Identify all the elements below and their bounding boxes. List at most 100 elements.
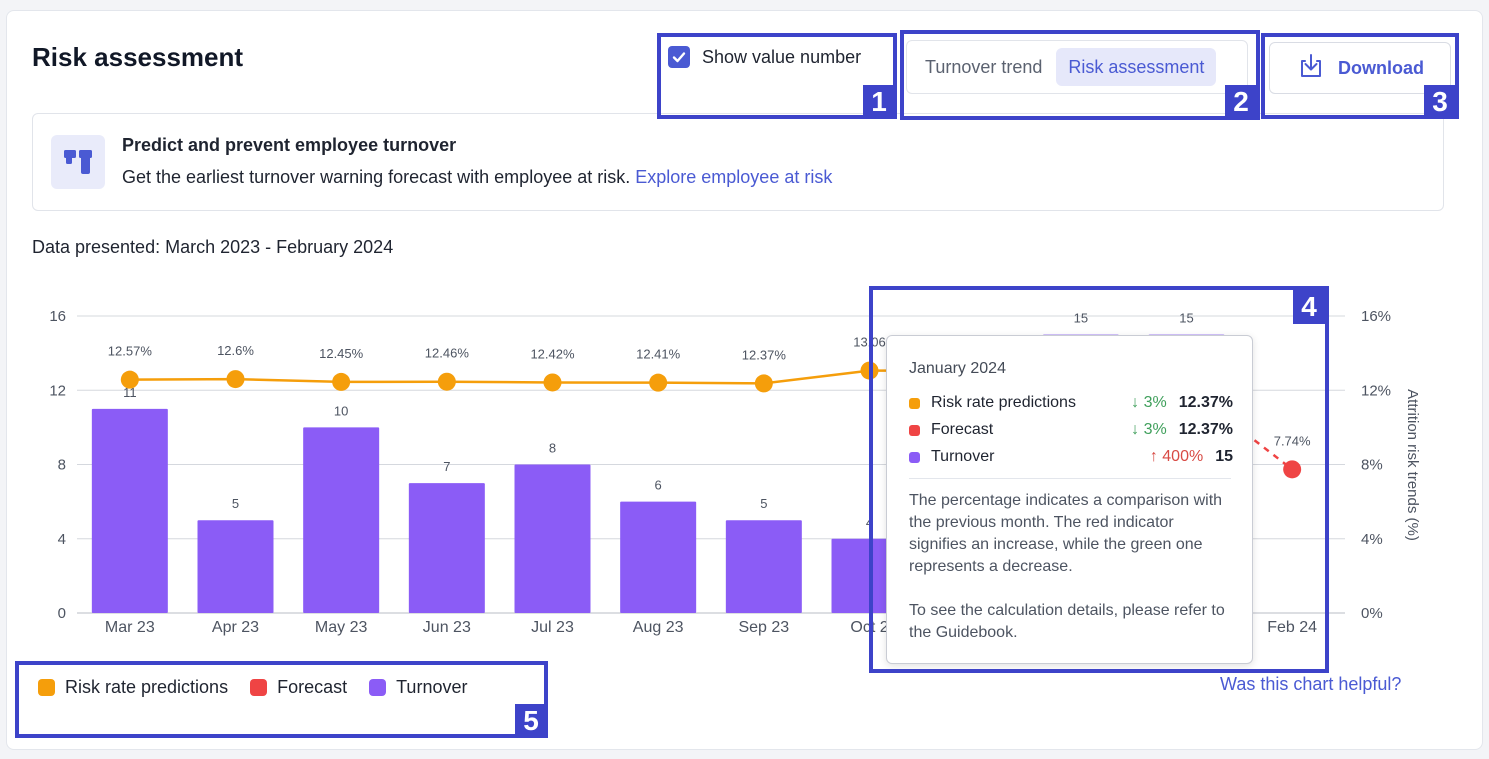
x-tick-label: Feb 24 — [1267, 619, 1317, 636]
legend-label: Risk rate predictions — [65, 677, 229, 697]
bar-turnover — [408, 483, 485, 613]
risk-rate-value-label: 12.6% — [217, 343, 254, 358]
x-tick-label: Jul 23 — [531, 619, 574, 636]
risk-rate-value-label: 12.41% — [636, 347, 681, 362]
bar-value-label: 6 — [655, 478, 662, 493]
x-tick-label: Mar 23 — [105, 619, 155, 636]
risk-rate-line — [129, 369, 870, 385]
bar-turnover — [725, 520, 802, 613]
bar-value-label: 8 — [549, 441, 556, 456]
risk-rate-value-label: 12.37% — [742, 347, 787, 362]
chart-helpful-link[interactable]: Was this chart helpful? — [1220, 674, 1402, 694]
legend-swatch — [369, 679, 387, 696]
annotation-label-5: 5 — [515, 704, 547, 738]
bar-turnover — [91, 408, 168, 613]
y-right-tick-label: 4% — [1361, 531, 1383, 548]
annotation-box-5 — [15, 661, 548, 738]
tooltip-swatch — [909, 397, 920, 409]
show-value-label: Show value number — [702, 46, 862, 67]
tooltip-row-value: 12.37% — [1178, 421, 1233, 438]
download-button[interactable]: Download — [1269, 42, 1451, 94]
bar-turnover — [514, 464, 591, 613]
bar-value-label: 5 — [760, 496, 767, 511]
tab-turnover-trend[interactable]: Turnover trend — [925, 56, 1043, 77]
risk-rate-value-label: 12.45% — [319, 346, 364, 361]
tooltip-row-turnover: Turnover ↑ 400% 15 — [909, 446, 1233, 468]
chart-legend: Risk rate predictions Forecast Turnover — [38, 677, 467, 698]
y-left-tick-label: 4 — [58, 531, 66, 548]
tooltip-row-value: 15 — [1215, 448, 1233, 465]
tooltip-row-risk-rate: Risk rate predictions ↓ 3% 12.37% — [909, 392, 1233, 414]
tooltip-note: The percentage indicates a comparison wi… — [909, 490, 1229, 644]
bar-turnover — [197, 520, 274, 613]
y-right-axis-label: Attrition risk trends (%) — [1404, 389, 1421, 541]
forecast-point — [1283, 460, 1302, 479]
tooltip-month: January 2024 — [909, 360, 1006, 377]
annotation-label-4: 4 — [1293, 290, 1325, 324]
tooltip-row-change: ↑ 400% — [1149, 448, 1204, 465]
bar-value-label: 5 — [232, 496, 239, 511]
risk-rate-point — [437, 372, 456, 391]
tooltip-swatch — [909, 424, 920, 436]
tooltip-row-label: Turnover — [931, 448, 995, 465]
annotation-label-2: 2 — [1225, 85, 1257, 119]
tooltip-note-guidebook: To see the calculation details, please r… — [909, 602, 1225, 641]
annotation-box-1 — [657, 33, 897, 119]
chart-tooltip: January 2024 Risk rate predictions ↓ 3% … — [886, 335, 1253, 664]
download-label: Download — [1338, 57, 1424, 78]
download-icon — [1296, 51, 1326, 86]
tooltip-divider — [909, 478, 1231, 479]
banner-title: Predict and prevent employee turnover — [122, 135, 457, 155]
data-range-label: Data presented: March 2023 - February 20… — [32, 237, 394, 257]
x-tick-label: May 23 — [315, 619, 368, 636]
annotation-label-3: 3 — [1424, 85, 1456, 119]
bar-value-label: 7 — [443, 459, 450, 474]
bar-turnover — [303, 427, 380, 613]
y-right-tick-label: 12% — [1361, 382, 1391, 399]
risk-rate-point — [754, 374, 773, 393]
bar-value-label: 11 — [123, 385, 137, 400]
y-right-tick-label: 0% — [1361, 605, 1383, 622]
banner-text: Get the earliest turnover warning foreca… — [122, 167, 832, 188]
show-value-toggle[interactable]: Show value number — [668, 46, 861, 68]
y-right-tick-label: 16% — [1361, 308, 1391, 325]
annotation-box-2 — [900, 30, 1260, 120]
risk-rate-point — [332, 372, 351, 391]
x-tick-label: Sep 23 — [738, 619, 789, 636]
legend-label: Forecast — [277, 677, 348, 697]
explore-employee-link[interactable]: Explore employee at risk — [635, 167, 833, 187]
risk-rate-point — [120, 370, 139, 389]
info-banner: Predict and prevent employee turnover Ge… — [32, 113, 1444, 211]
tooltip-row-label: Forecast — [931, 421, 994, 438]
legend-swatch — [250, 679, 268, 696]
tooltip-row-value: 12.37% — [1178, 394, 1233, 411]
x-tick-label: Aug 23 — [633, 619, 684, 636]
forecast-value-label: 7.74% — [1274, 433, 1311, 448]
tooltip-row-forecast: Forecast ↓ 3% 12.37% — [909, 419, 1233, 441]
page-title: Risk assessment — [32, 42, 244, 72]
legend-label: Turnover — [396, 677, 468, 697]
risk-rate-point — [649, 373, 668, 392]
annotation-box-4 — [869, 286, 1329, 673]
view-toggle-group: Turnover trend Risk assessment — [906, 40, 1248, 94]
y-left-tick-label: 0 — [58, 605, 66, 622]
tab-risk-assessment[interactable]: Risk assessment — [1056, 48, 1217, 86]
risk-rate-point — [226, 370, 245, 389]
risk-rate-value-label: 12.57% — [108, 344, 153, 359]
y-left-tick-label: 12 — [49, 382, 66, 399]
y-right-tick-label: 8% — [1361, 457, 1383, 474]
prevent-turnover-icon — [51, 135, 105, 189]
checkbox-checked-icon[interactable] — [668, 46, 690, 68]
risk-rate-value-label: 12.42% — [530, 346, 575, 361]
y-left-tick-label: 16 — [49, 308, 66, 325]
tooltip-swatch — [909, 451, 920, 463]
bar-value-label: 10 — [334, 403, 348, 418]
legend-swatch — [38, 679, 55, 696]
y-left-tick-label: 8 — [58, 457, 66, 474]
tooltip-note-comparison: The percentage indicates a comparison wi… — [909, 492, 1223, 575]
legend-item-risk-rate[interactable]: Risk rate predictions — [38, 677, 228, 698]
x-tick-label: Jun 23 — [423, 619, 471, 636]
legend-item-forecast[interactable]: Forecast — [250, 677, 347, 698]
tooltip-row-change: ↓ 3% — [1131, 421, 1167, 438]
legend-item-turnover[interactable]: Turnover — [369, 677, 467, 698]
